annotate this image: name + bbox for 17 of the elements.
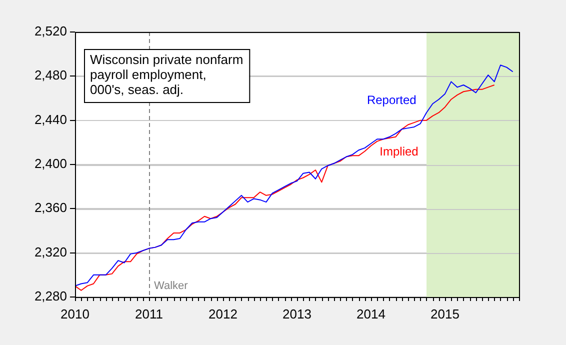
series-label: Implied — [380, 144, 418, 159]
x-tick-label: 2010 — [60, 306, 90, 322]
x-tick-label: 2015 — [430, 306, 460, 322]
y-tick-label: 2,280 — [34, 288, 67, 304]
x-tick-label: 2013 — [282, 306, 312, 322]
x-tick-label: 2012 — [208, 306, 238, 322]
y-tick-label: 2,440 — [34, 112, 67, 127]
y-tick-label: 2,520 — [34, 24, 67, 39]
x-tick-label: 2011 — [135, 306, 163, 322]
annotation: Wisconsin private nonfarm payroll employment, 000's, seas. adj. — [90, 52, 244, 98]
y-tick-label: 2,320 — [34, 244, 67, 260]
y-tick-label: 2,360 — [34, 200, 67, 216]
x-tick-label: 2014 — [356, 306, 386, 322]
y-tick-label: 2,480 — [34, 68, 67, 83]
ref-line-label: Walker — [154, 280, 188, 292]
series-label: Reported — [366, 92, 416, 107]
y-tick-label: 2,400 — [34, 156, 67, 172]
